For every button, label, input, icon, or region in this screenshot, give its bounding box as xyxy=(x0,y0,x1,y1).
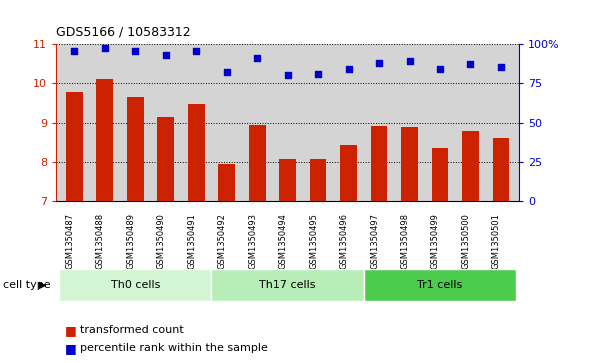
Point xyxy=(130,49,140,54)
Text: GSM1350496: GSM1350496 xyxy=(340,213,349,269)
Bar xyxy=(211,269,364,301)
Point xyxy=(283,72,293,78)
Text: Th0 cells: Th0 cells xyxy=(110,280,160,290)
Text: GSM1350500: GSM1350500 xyxy=(461,213,470,269)
Text: GDS5166 / 10583312: GDS5166 / 10583312 xyxy=(56,25,191,38)
Bar xyxy=(249,125,266,201)
Text: GSM1350488: GSM1350488 xyxy=(96,213,105,269)
Point xyxy=(435,66,445,72)
Bar xyxy=(188,103,205,201)
Text: GSM1350494: GSM1350494 xyxy=(278,213,288,269)
Point xyxy=(192,49,201,54)
Point xyxy=(496,64,506,70)
Bar xyxy=(462,131,479,201)
Point xyxy=(100,45,110,51)
Point xyxy=(313,71,323,77)
Text: Tr1 cells: Tr1 cells xyxy=(417,280,463,290)
Text: GSM1350489: GSM1350489 xyxy=(126,213,135,269)
Text: GSM1350493: GSM1350493 xyxy=(248,213,257,269)
Point xyxy=(222,69,231,75)
Text: percentile rank within the sample: percentile rank within the sample xyxy=(80,343,267,354)
Text: GSM1350490: GSM1350490 xyxy=(157,213,166,269)
Text: ■: ■ xyxy=(65,342,77,355)
Text: cell type: cell type xyxy=(3,280,51,290)
Bar xyxy=(279,159,296,201)
Text: GSM1350498: GSM1350498 xyxy=(401,213,409,269)
Text: GSM1350501: GSM1350501 xyxy=(492,213,501,269)
Bar xyxy=(59,269,211,301)
Text: ■: ■ xyxy=(65,324,77,337)
Bar xyxy=(66,92,83,201)
Text: GSM1350491: GSM1350491 xyxy=(187,213,196,269)
Text: GSM1350499: GSM1350499 xyxy=(431,213,440,269)
Text: GSM1350497: GSM1350497 xyxy=(370,213,379,269)
Bar xyxy=(401,127,418,201)
Bar xyxy=(364,269,516,301)
Point xyxy=(405,58,414,64)
Text: GSM1350495: GSM1350495 xyxy=(309,213,318,269)
Text: ▶: ▶ xyxy=(40,280,47,290)
Bar xyxy=(158,117,174,201)
Point xyxy=(161,52,171,57)
Bar xyxy=(96,79,113,201)
Point xyxy=(253,55,262,61)
Text: GSM1350492: GSM1350492 xyxy=(218,213,227,269)
Point xyxy=(70,49,79,54)
Bar xyxy=(371,126,388,201)
Text: Th17 cells: Th17 cells xyxy=(260,280,316,290)
Bar xyxy=(218,164,235,201)
Point xyxy=(466,61,475,67)
Bar xyxy=(127,97,143,201)
Bar xyxy=(310,159,326,201)
Bar xyxy=(493,138,509,201)
Text: GSM1350487: GSM1350487 xyxy=(65,213,74,269)
Point xyxy=(374,60,384,65)
Bar xyxy=(432,148,448,201)
Bar xyxy=(340,145,357,201)
Point xyxy=(344,66,353,72)
Text: transformed count: transformed count xyxy=(80,325,183,335)
